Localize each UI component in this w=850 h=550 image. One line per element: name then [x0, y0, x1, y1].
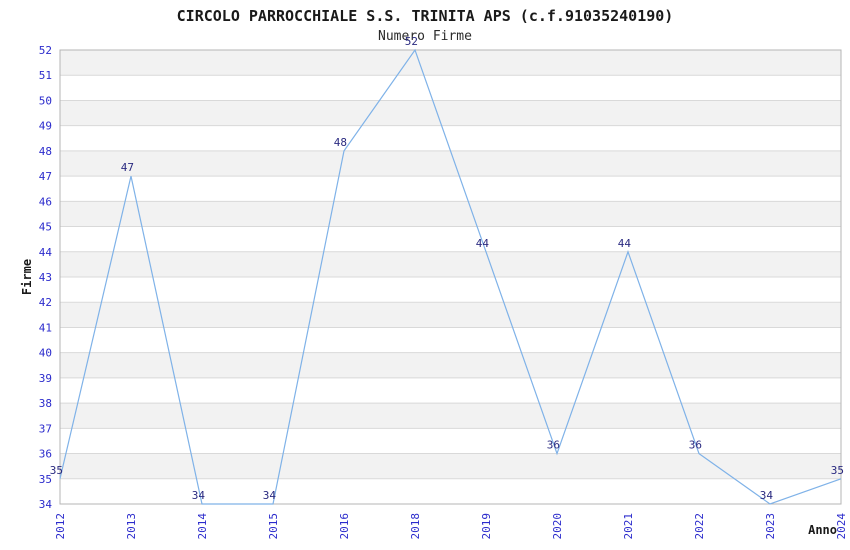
y-tick-label: 50 [39, 94, 52, 107]
x-tick-label: 2016 [338, 513, 351, 540]
y-tick-label: 47 [39, 170, 52, 183]
chart-subtitle: Numero Firme [378, 29, 472, 44]
plot-border [59, 49, 842, 505]
y-axis-title: Firme [20, 258, 34, 296]
data-point-label: 48 [334, 136, 347, 149]
data-point-label: 34 [192, 489, 206, 502]
grid-band [60, 201, 841, 227]
grid-band [60, 403, 841, 429]
y-tick-label: 40 [39, 347, 52, 360]
x-tick-label: 2021 [622, 513, 635, 540]
grid-band [60, 100, 841, 126]
data-point-label: 44 [618, 237, 632, 250]
data-point-label: 35 [831, 464, 844, 477]
data-point-label: 34 [760, 489, 774, 502]
series-line [59, 48, 842, 505]
grid-band [60, 251, 841, 277]
x-tick-label: 2023 [764, 513, 777, 540]
y-tick-label: 38 [39, 397, 52, 410]
grid-band [60, 150, 841, 177]
grid-band [60, 453, 841, 479]
y-tick-label: 34 [39, 498, 53, 511]
y-tick-label: 41 [39, 321, 52, 334]
data-point-label: 44 [476, 237, 490, 250]
y-tick-label: 49 [39, 120, 52, 133]
y-tick-label: 39 [39, 372, 52, 385]
y-tick-label: 36 [39, 448, 52, 461]
x-tick-label: 2019 [480, 513, 493, 540]
y-tick-label: 45 [39, 221, 52, 234]
x-tick-label: 2012 [54, 513, 67, 540]
x-tick-label: 2015 [267, 513, 280, 540]
y-tick-label: 43 [39, 271, 52, 284]
data-point-label: 47 [121, 161, 134, 174]
y-tick-label: 51 [39, 69, 52, 82]
x-tick-label: 2022 [693, 513, 706, 540]
grid-band [60, 302, 841, 328]
y-tick-label: 37 [39, 422, 52, 435]
data-point-label: 36 [547, 439, 560, 452]
chart-title: CIRCOLO PARROCCHIALE S.S. TRINITA APS (c… [176, 7, 674, 25]
y-tick-label: 52 [39, 44, 52, 57]
grid-band [60, 50, 841, 76]
y-tick-label: 48 [39, 145, 52, 158]
grid-band [60, 352, 841, 378]
x-tick-label: 2013 [125, 513, 138, 540]
y-tick-label: 44 [39, 246, 53, 259]
x-axis-title: Anno [808, 523, 837, 537]
x-tick-label: 2018 [409, 513, 422, 540]
x-tick-label: 2014 [196, 513, 209, 540]
x-tick-label: 2020 [551, 513, 564, 540]
y-tick-label: 35 [39, 473, 52, 486]
data-point-label: 36 [689, 439, 702, 452]
data-point-label: 35 [50, 464, 63, 477]
y-tick-label: 46 [39, 195, 52, 208]
y-tick-label: 42 [39, 296, 52, 309]
data-point-label: 34 [263, 489, 277, 502]
